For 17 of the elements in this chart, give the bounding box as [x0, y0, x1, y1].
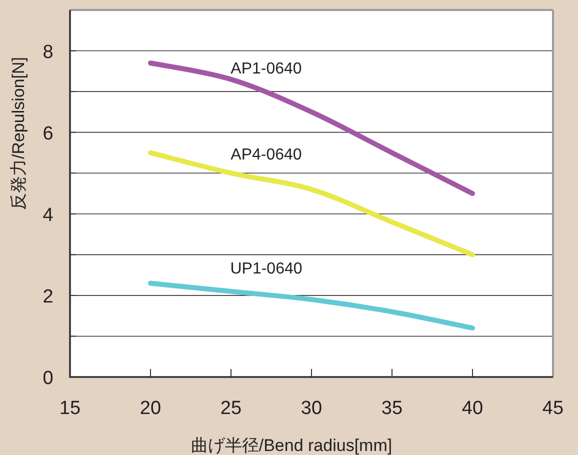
x-tick-label: 45 — [542, 398, 564, 419]
x-tick-label: 25 — [220, 398, 242, 419]
y-tick-label: 4 — [42, 204, 54, 226]
x-tick-label: 35 — [381, 398, 403, 419]
x-tick-label: 15 — [59, 398, 81, 419]
x-tick-label: 40 — [462, 398, 484, 419]
x-tick-label: 30 — [300, 398, 322, 419]
x-axis-title: 曲げ半径/Bend radius[mm] — [190, 436, 392, 455]
y-tick-label: 8 — [42, 42, 54, 63]
y-axis-title: 反発力/Repulsion[N] — [9, 56, 28, 210]
y-tick-label: 0 — [42, 368, 54, 389]
x-tick-label: 20 — [140, 398, 162, 419]
series-label: UP1-0640 — [230, 260, 302, 278]
y-tick-label: 2 — [42, 286, 54, 308]
series-label: AP4-0640 — [230, 146, 302, 164]
series-label: AP1-0640 — [230, 60, 302, 78]
y-tick-label: 6 — [42, 123, 54, 144]
